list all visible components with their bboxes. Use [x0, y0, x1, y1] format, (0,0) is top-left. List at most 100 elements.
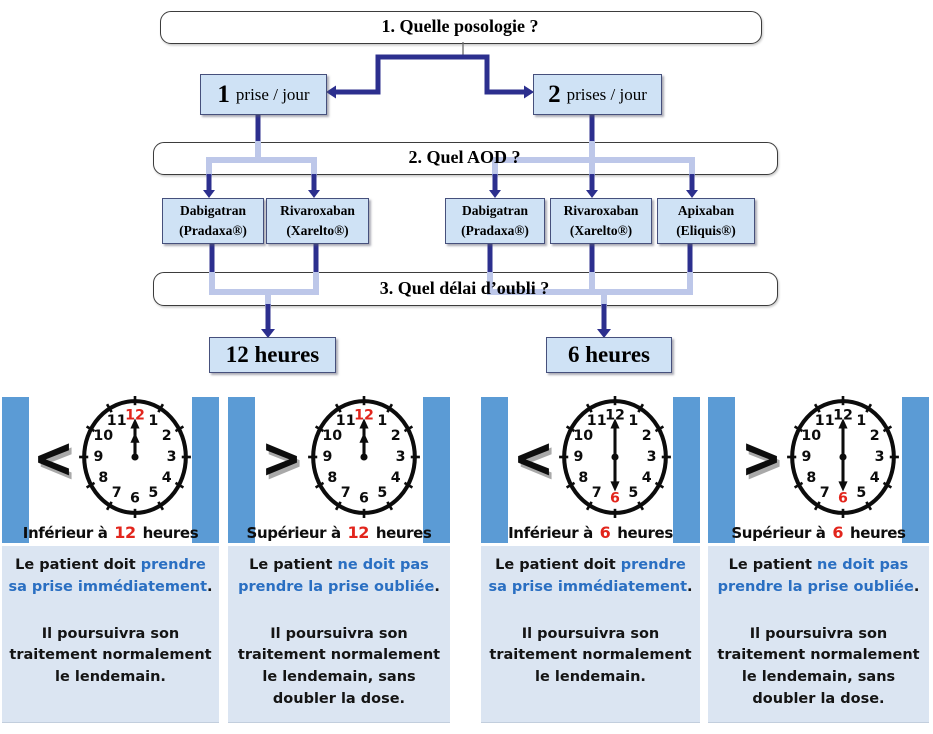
svg-text:12: 12: [606, 407, 626, 423]
drug-box-apixaban: Apixaban (Eliquis®): [657, 198, 755, 244]
advice-line: Le patient ne doit pas prendre la prise …: [238, 557, 440, 595]
svg-text:12: 12: [354, 407, 374, 423]
svg-text:8: 8: [579, 469, 589, 485]
svg-text:11: 11: [815, 412, 835, 428]
svg-text:12: 12: [126, 407, 146, 423]
drug-box-dabigatran-2: Dabigatran (Pradaxa®): [445, 198, 545, 244]
svg-text:10: 10: [94, 428, 114, 444]
dose-twice-daily-box: 2 prises / jour: [533, 74, 662, 115]
clock-zone: < 12 1 2 3 4 5 6 7 8 9 10 11 Inférieur à 6 heures: [481, 395, 700, 543]
svg-text:1: 1: [629, 412, 639, 428]
svg-text:10: 10: [322, 428, 342, 444]
svg-text:7: 7: [341, 485, 351, 501]
svg-text:2: 2: [870, 428, 880, 444]
panel-inferior-12h: < 12 1 2 3 4 5 6 7 8 9 10 11 Inférieur à 12 heures …: [2, 395, 219, 723]
dose-once-number: 1: [217, 80, 230, 108]
svg-text:7: 7: [112, 485, 122, 501]
blue-bar: [708, 397, 735, 543]
svg-text:6: 6: [359, 490, 369, 506]
drug-box-rivaroxaban-1: Rivaroxaban (Xarelto®): [266, 198, 369, 244]
svg-text:6: 6: [131, 490, 141, 506]
advice-text: Le patient doit prendre sa prise immédia…: [481, 546, 700, 723]
clock-caption: Supérieur à 6 heures: [731, 523, 906, 542]
drug-brand: (Eliquis®): [676, 223, 736, 238]
clock-zone: > 12 1 2 3 4 5 6 7 8 9 10 11 Supérieur à 6 heures: [708, 395, 929, 543]
svg-text:3: 3: [647, 449, 657, 465]
drug-name: Rivaroxaban: [563, 203, 639, 219]
svg-text:1: 1: [377, 412, 387, 428]
greater-than-icon: >: [260, 426, 303, 491]
clock-6-icon: 12 1 2 3 4 5 6 7 8 9 10 11: [787, 395, 900, 524]
svg-text:10: 10: [802, 428, 822, 444]
svg-text:11: 11: [336, 412, 356, 428]
advice-line: Le patient ne doit pas prendre la prise …: [717, 557, 920, 595]
blue-bar: [228, 397, 255, 543]
blue-bar: [902, 397, 929, 543]
svg-text:9: 9: [574, 449, 584, 465]
drug-brand: (Xarelto®): [569, 223, 633, 238]
blue-bar: [673, 397, 700, 543]
greater-than-icon: >: [740, 426, 782, 491]
dose-once-daily-box: 1 prise / jour: [200, 74, 327, 115]
drug-name: Apixaban: [677, 203, 735, 219]
drug-name: Dabigatran: [461, 203, 528, 219]
followup-line: Il poursuivra son traitement normalement…: [489, 625, 692, 686]
panel-superior-6h: > 12 1 2 3 4 5 6 7 8 9 10 11 Supérieur à 6 heures L…: [708, 395, 929, 723]
svg-text:8: 8: [327, 469, 337, 485]
svg-text:1: 1: [857, 412, 867, 428]
clock-caption: Supérieur à 12 heures: [246, 523, 432, 542]
svg-text:8: 8: [99, 469, 109, 485]
advice-text: Le patient ne doit pas prendre la prise …: [708, 546, 929, 723]
advice-text: Le patient doit prendre sa prise immédia…: [2, 546, 219, 723]
svg-text:5: 5: [857, 485, 867, 501]
dose-once-text: prise / jour: [235, 84, 310, 104]
clock-12-icon: 12 1 2 3 4 5 6 7 8 9 10 11: [79, 395, 192, 524]
clock-12-icon: 12 1 2 3 4 5 6 7 8 9 10 11: [308, 395, 420, 524]
svg-text:4: 4: [642, 469, 652, 485]
svg-text:9: 9: [94, 449, 104, 465]
result-6-hours-box: 6 heures: [546, 337, 672, 373]
result-12-hours-box: 12 heures: [209, 337, 336, 373]
drug-box-dabigatran-1: Dabigatran (Pradaxa®): [162, 198, 264, 244]
svg-text:5: 5: [629, 485, 639, 501]
svg-text:11: 11: [587, 412, 607, 428]
svg-text:4: 4: [391, 469, 401, 485]
svg-text:6: 6: [839, 490, 849, 506]
blue-bar: [423, 397, 450, 543]
advice-text: Le patient ne doit pas prendre la prise …: [228, 546, 450, 723]
svg-text:8: 8: [807, 469, 817, 485]
drug-brand: (Pradaxa®): [179, 223, 247, 238]
panel-superior-12h: > 12 1 2 3 4 5 6 7 8 9 10 11 Supérieur à 12 heures …: [228, 395, 450, 723]
svg-text:6: 6: [611, 490, 621, 506]
followup-line: Il poursuivra son traitement normalement…: [717, 625, 920, 707]
blue-bar: [192, 397, 219, 543]
svg-text:3: 3: [167, 449, 177, 465]
clock-6-icon: 12 1 2 3 4 5 6 7 8 9 10 11: [559, 395, 672, 524]
svg-text:3: 3: [875, 449, 885, 465]
svg-text:2: 2: [162, 428, 172, 444]
svg-text:9: 9: [322, 449, 332, 465]
dose-twice-number: 2: [548, 80, 561, 108]
dose-twice-text: prises / jour: [566, 84, 647, 104]
svg-text:2: 2: [642, 428, 652, 444]
drug-brand: (Pradaxa®): [461, 223, 529, 238]
drug-box-rivaroxaban-2: Rivaroxaban (Xarelto®): [550, 198, 652, 244]
svg-text:2: 2: [391, 428, 401, 444]
drug-name: Rivaroxaban: [280, 203, 355, 219]
svg-text:10: 10: [574, 428, 594, 444]
svg-text:4: 4: [870, 469, 880, 485]
less-than-icon: <: [32, 426, 74, 491]
svg-text:12: 12: [834, 407, 854, 423]
followup-line: Il poursuivra son traitement normalement…: [237, 625, 441, 707]
clock-zone: > 12 1 2 3 4 5 6 7 8 9 10 11 Supérieur à 12 heures: [228, 395, 450, 543]
svg-text:3: 3: [396, 449, 406, 465]
svg-text:5: 5: [149, 485, 159, 501]
question1-box: [160, 11, 762, 44]
blue-bar: [481, 397, 508, 543]
flowchart-connectors: [203, 42, 698, 338]
blue-bar: [2, 397, 29, 543]
drug-name: Dabigatran: [179, 203, 246, 219]
followup-line: Il poursuivra son traitement normalement…: [9, 625, 212, 686]
clock-zone: < 12 1 2 3 4 5 6 7 8 9 10 11 Inférieur à 12 heures: [2, 395, 219, 543]
